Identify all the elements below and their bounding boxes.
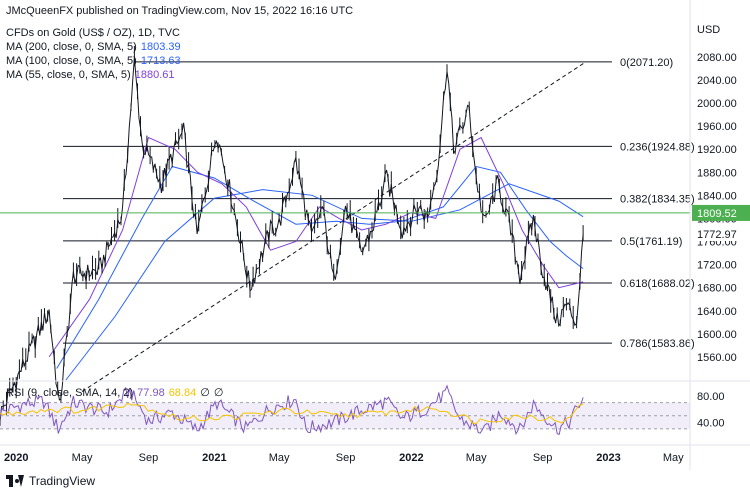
ma-line[interactable] <box>56 165 584 369</box>
currency-label: USD <box>697 24 720 36</box>
ma100-legend[interactable]: MA (100, close, 0, SMA, 5) 1713.63 <box>6 55 181 67</box>
price-tick-label: 2080.00 <box>697 52 737 64</box>
price-badge <box>692 227 750 242</box>
time-tick-label: May <box>72 452 93 464</box>
ma200-label: MA (200, close, 0, SMA, 5) <box>6 41 137 53</box>
tradingview-logo-icon <box>6 475 24 487</box>
price-tick-label: 2000.00 <box>697 98 737 110</box>
time-tick-label: 2022 <box>399 452 423 464</box>
price-tick-label: 1640.00 <box>697 306 737 318</box>
time-tick-label: May <box>269 452 290 464</box>
price-line[interactable] <box>0 57 584 421</box>
ma-line[interactable] <box>65 183 584 381</box>
ma100-value: 1713.63 <box>140 55 181 67</box>
fib-level-label: 0(2071.20) <box>620 57 673 69</box>
time-tick-label: Sep <box>336 452 356 464</box>
price-badge <box>692 204 750 221</box>
time-tick-label: 2020 <box>4 452 28 464</box>
time-tick-label: Sep <box>139 452 159 464</box>
fibonacci-levels: 0(2071.20) 0.236(1924.88) 0.382(1834.35) 0.… <box>63 57 695 350</box>
price-tick-label: 1880.00 <box>697 167 737 179</box>
instrument-title: CFDs on Gold (US$ / OZ), 1D, TVC <box>6 27 181 39</box>
price-tick-label: 1680.00 <box>697 283 737 295</box>
footer: TradingView <box>6 474 95 488</box>
price-tick-label: 1600.00 <box>697 329 737 341</box>
time-tick-label: Sep <box>533 452 553 464</box>
ma100-label: MA (100, close, 0, SMA, 5) <box>6 55 137 67</box>
fib-level-label: 0.382(1834.35) <box>620 194 695 206</box>
price-tick-label: 1920.00 <box>697 144 737 156</box>
instrument-legend: CFDs on Gold (US$ / OZ), 1D, TVC <box>6 27 180 39</box>
fib-level-label: 0.618(1688.02) <box>620 278 695 290</box>
fib-level-label: 0.5(1761.19) <box>620 236 682 248</box>
price-tick-label: 1960.00 <box>697 121 737 133</box>
price-series <box>0 46 584 426</box>
trendline <box>81 61 587 392</box>
trendline-dashed[interactable] <box>81 61 587 392</box>
ma200-value: 1803.39 <box>140 41 181 53</box>
price-badge-label: 1772.97 <box>697 229 737 241</box>
time-tick-label: 2021 <box>202 452 226 464</box>
rsi-extra-2: ∅ <box>213 387 224 399</box>
price-tick-label: 1840.00 <box>697 190 737 202</box>
time-tick-label: 2023 <box>596 452 620 464</box>
price-tick-label: 2040.00 <box>697 75 737 87</box>
price-tick-label: 1720.00 <box>697 260 737 272</box>
rsi-legend[interactable]: RSI (9, close, SMA, 14, 2) 77.98 68.84 ∅ ∅ <box>6 386 223 399</box>
time-axis: 2020 May Sep 2021 May Sep 2022 May Sep 2023 May <box>0 444 750 464</box>
fib-level-label: 0.786(1583.86) <box>620 338 695 350</box>
publisher-header: JMcQueenFX published on TradingView.com,… <box>6 5 354 17</box>
price-tick-label: 1560.00 <box>697 352 737 364</box>
ma55-legend[interactable]: MA (55, close, 0, SMA, 5) 1880.61 <box>6 69 174 81</box>
rsi-extra-1: ∅ <box>200 387 210 399</box>
rsi-tick-label: 40.00 <box>697 417 725 429</box>
price-axis: USD 1560.00 1600.00 1640.00 1680.00 1720.00 17… <box>0 0 750 470</box>
ma200-legend[interactable]: MA (200, close, 0, SMA, 5) 1803.39 <box>6 41 181 53</box>
rsi-ma-line[interactable] <box>0 402 584 425</box>
time-tick-label: May <box>466 452 487 464</box>
brand-name: TradingView <box>29 474 96 488</box>
rsi-ma-value: 68.84 <box>168 387 197 399</box>
rsi-label: RSI (9, close, SMA, 14, 2) <box>6 387 134 399</box>
rsi-tick-label: 80.00 <box>697 391 725 403</box>
ma-line[interactable] <box>48 136 584 358</box>
fib-level-label: 0.236(1924.88) <box>620 141 695 153</box>
rsi-pane: 40.00 80.00 <box>0 384 725 436</box>
ma55-label: MA (55, close, 0, SMA, 5) <box>6 69 131 81</box>
rsi-line[interactable] <box>0 384 584 436</box>
time-tick-label: May <box>663 452 684 464</box>
ma55-value: 1880.61 <box>134 69 175 81</box>
price-badge-label: 1809.52 <box>697 208 737 220</box>
rsi-value: 77.98 <box>137 387 165 399</box>
